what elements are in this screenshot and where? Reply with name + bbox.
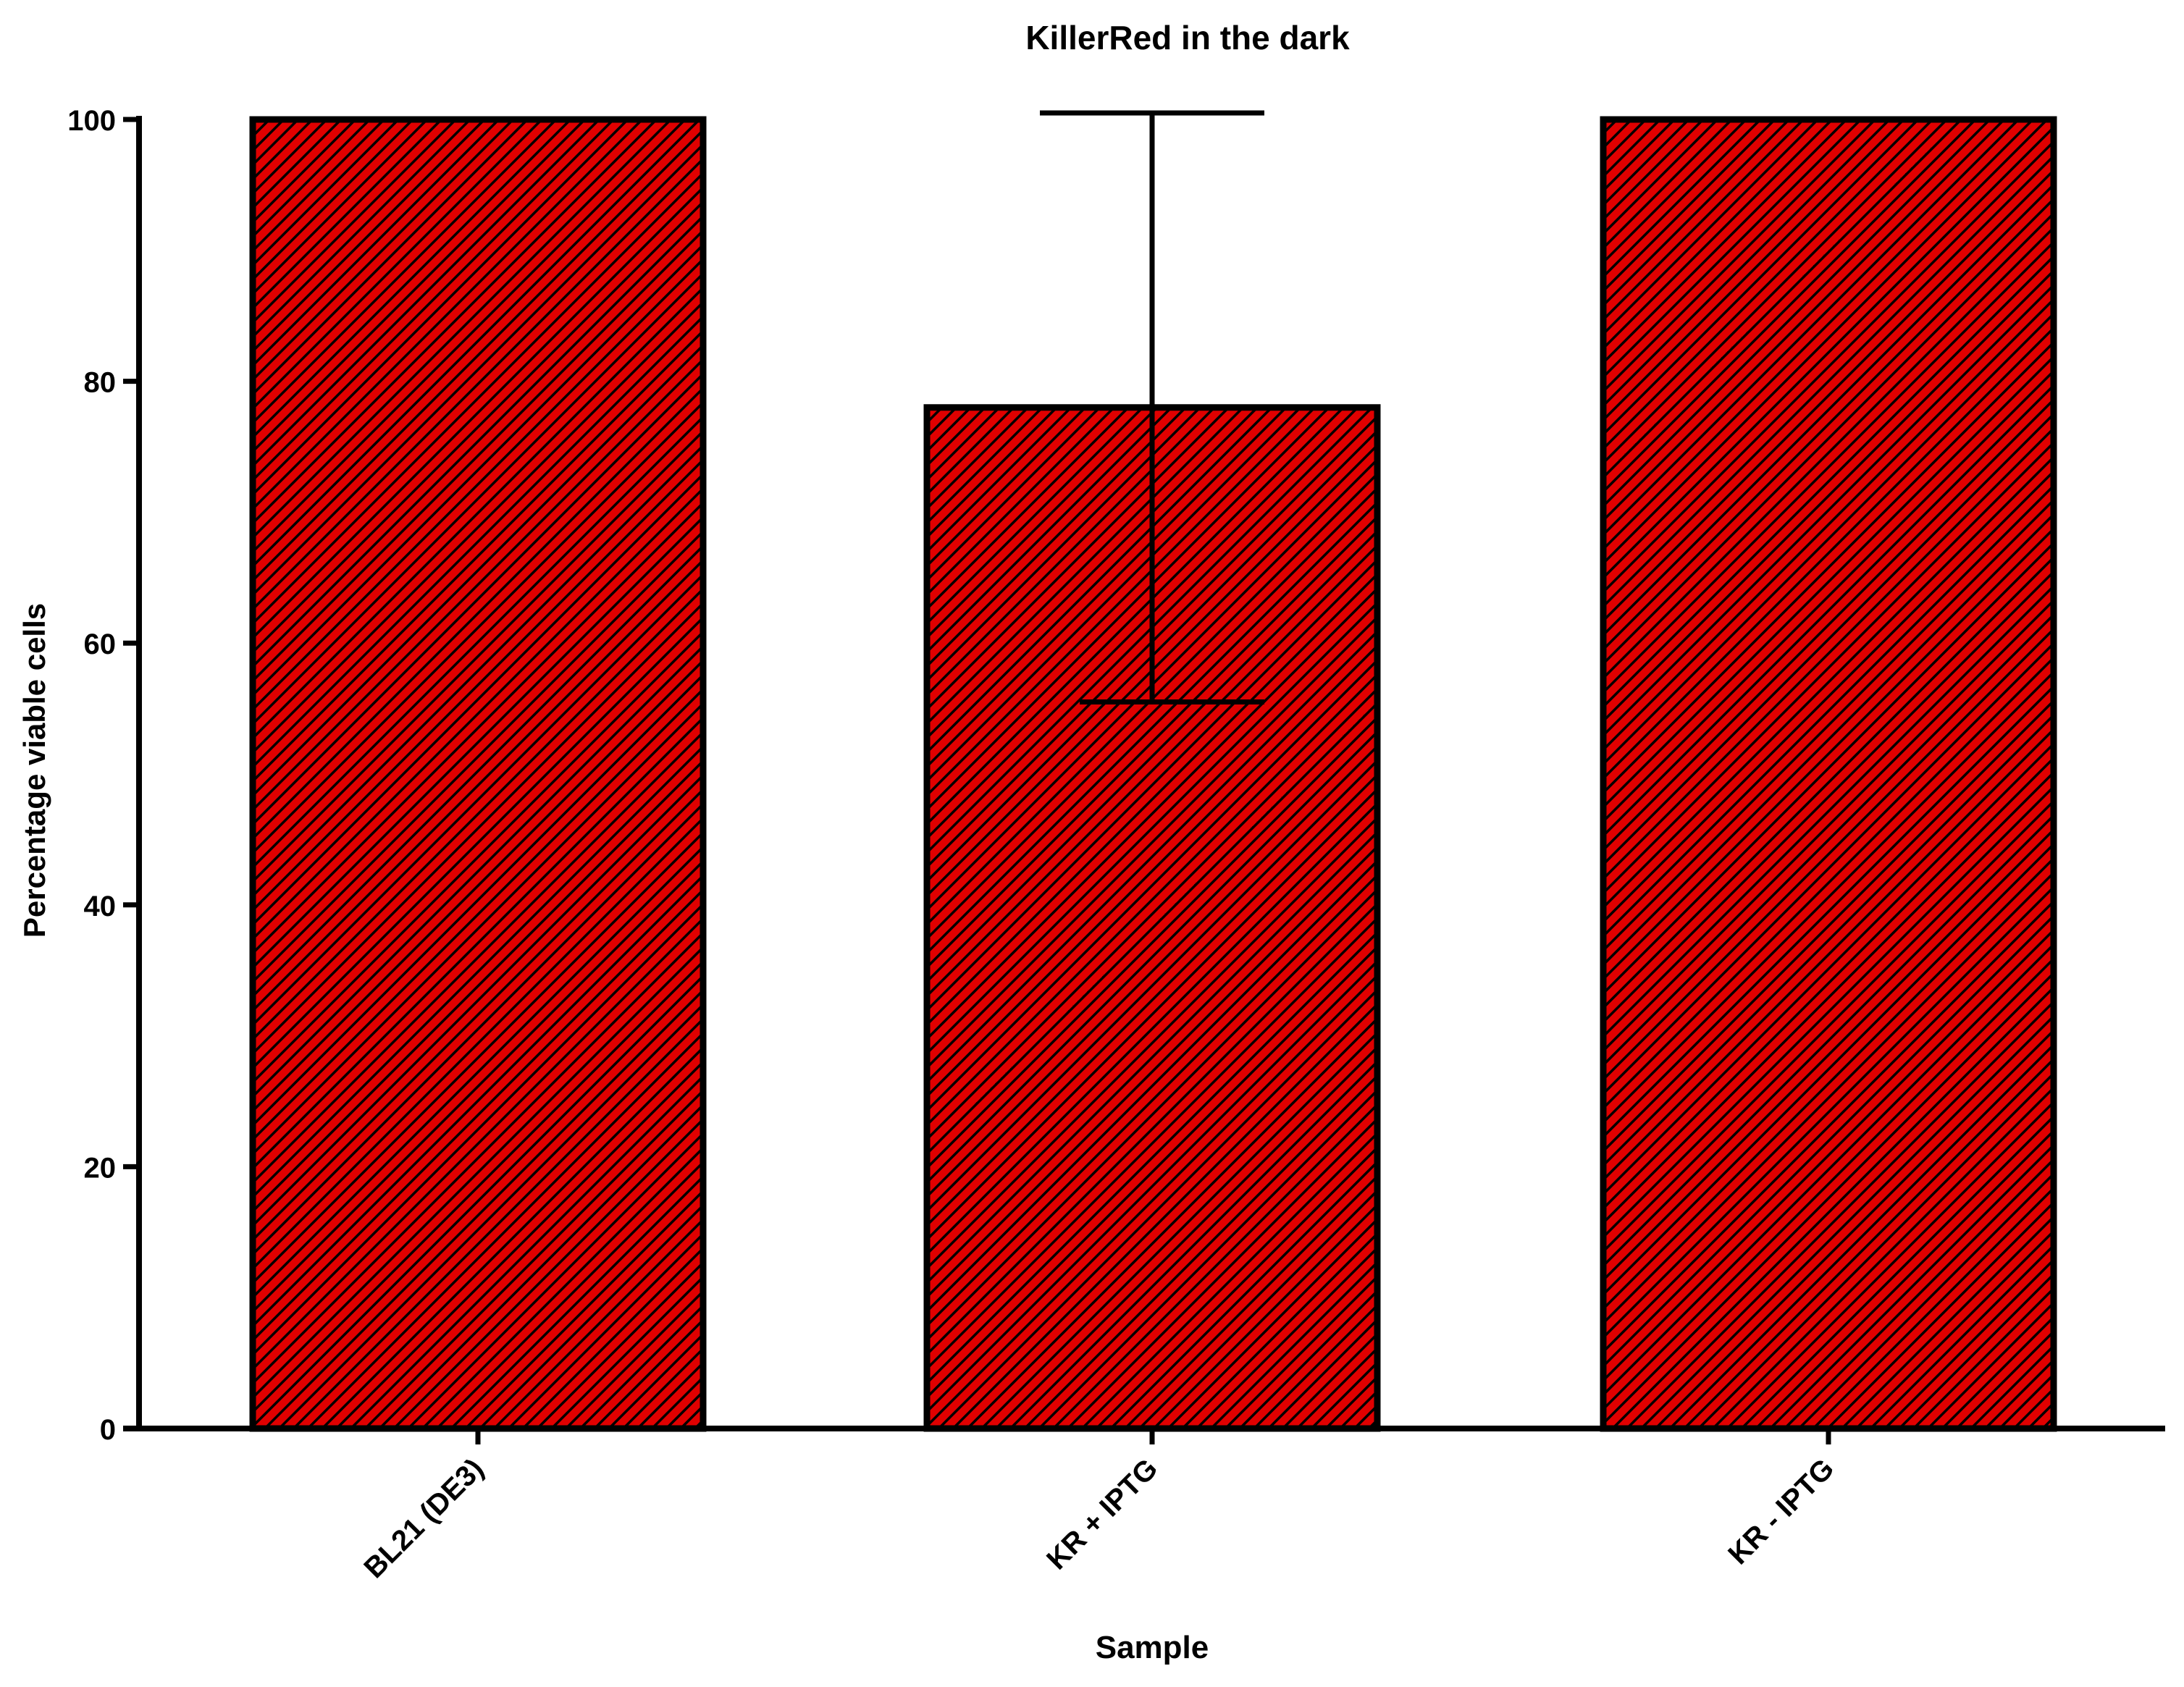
- chart-title: KillerRed in the dark: [1025, 19, 1350, 56]
- x-tick-label: KR - IPTG: [1722, 1452, 1840, 1570]
- y-tick-label: 100: [67, 105, 116, 137]
- error-bars-group: [1040, 110, 1264, 705]
- bars-group: [249, 116, 2057, 1432]
- y-tick-label: 20: [84, 1152, 117, 1184]
- bar: [1600, 116, 2057, 1432]
- y-tick-label: 0: [100, 1414, 116, 1446]
- x-axis-ticks: BL21 (DE3) KR + IPTG KR - IPTG: [358, 1429, 1840, 1584]
- x-tick-label: KR + IPTG: [1041, 1452, 1164, 1575]
- bar: [249, 116, 707, 1432]
- y-axis-label: Percentage viable cells: [17, 603, 51, 938]
- y-axis-ticks: 0 20 40 60 80 100: [67, 105, 139, 1446]
- y-tick-label: 60: [84, 628, 117, 660]
- x-tick-label: BL21 (DE3): [358, 1452, 490, 1584]
- y-tick-label: 80: [84, 367, 117, 399]
- y-tick-label: 40: [84, 891, 117, 922]
- x-axis-label: Sample: [1096, 1630, 1209, 1665]
